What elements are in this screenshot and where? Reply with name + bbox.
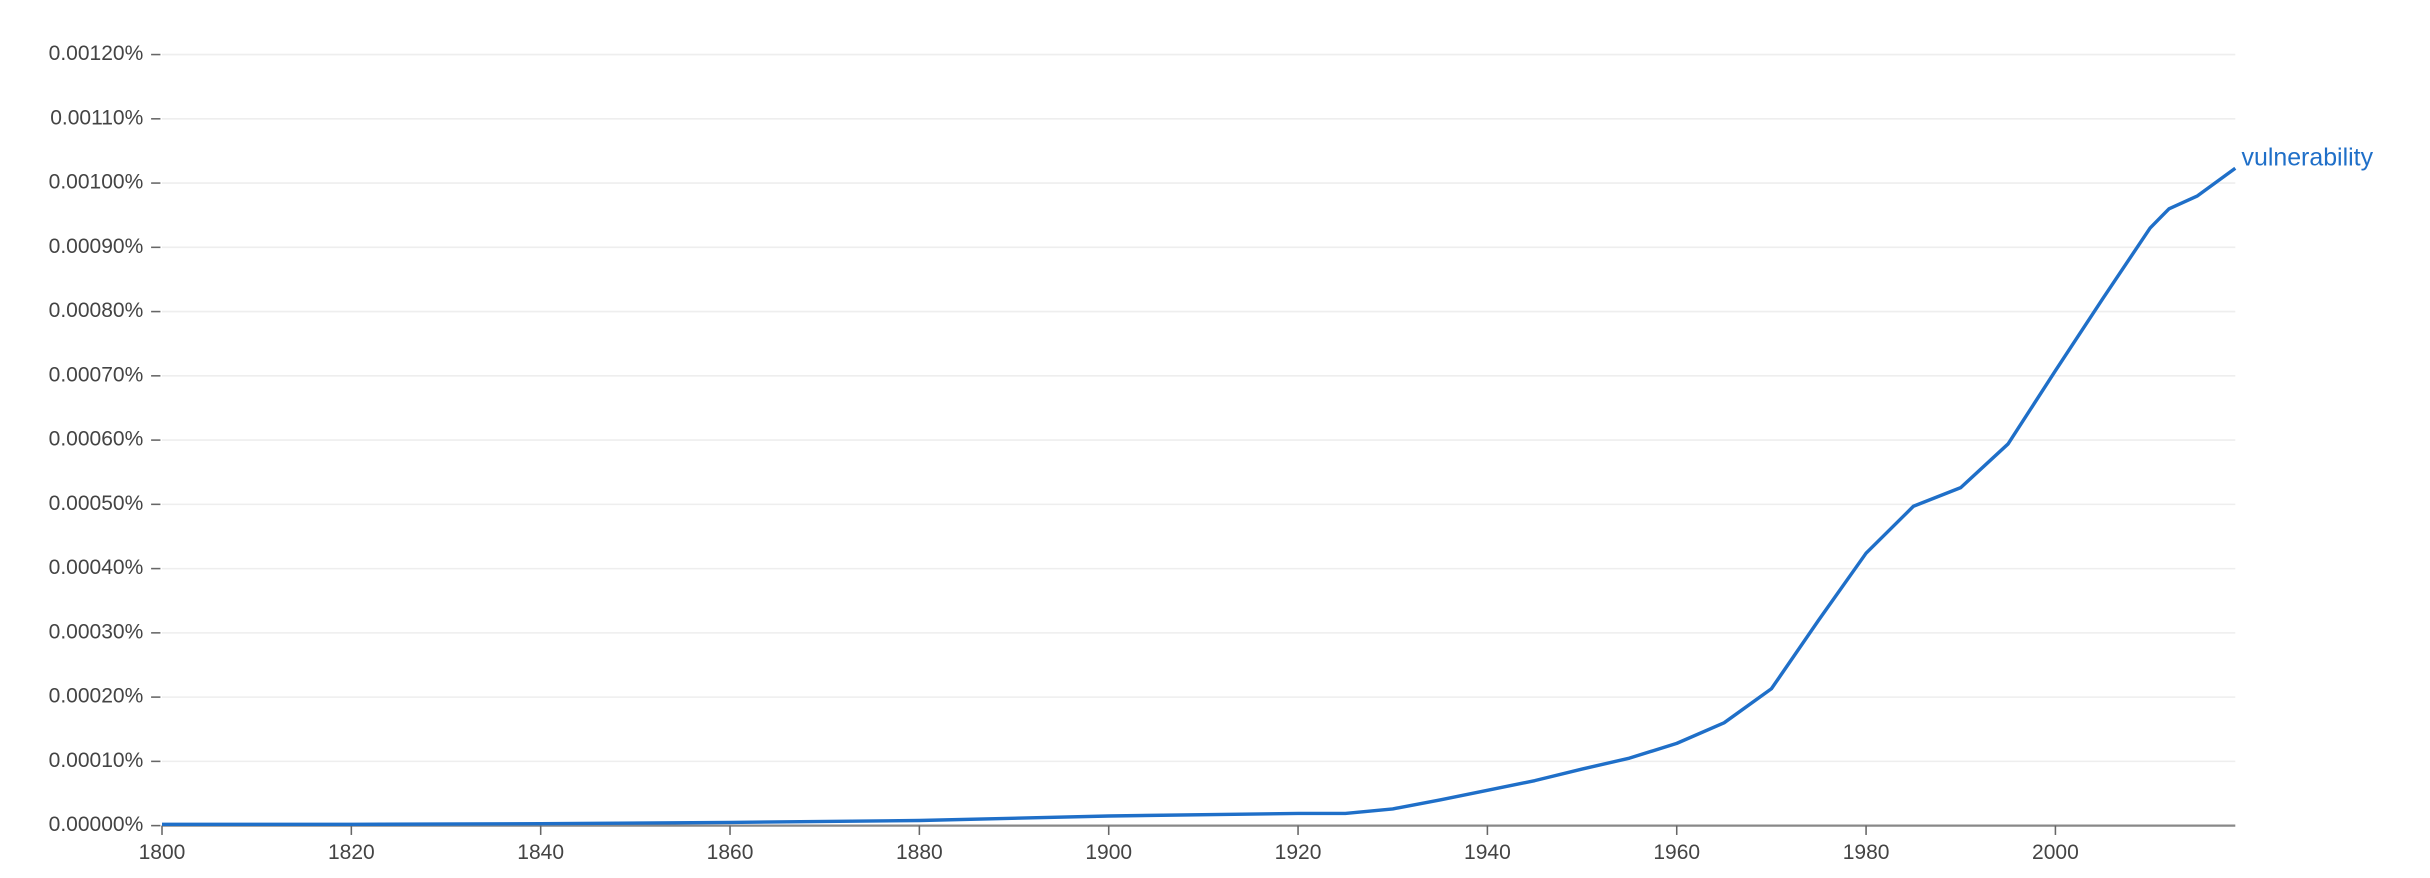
- x-tick-label: 1960: [1653, 841, 1700, 864]
- x-tick-label: 2000: [2032, 841, 2079, 864]
- x-tick-label: 1920: [1275, 841, 1322, 864]
- line-series: [162, 166, 2237, 827]
- y-tick-label: 0.00060%: [49, 428, 144, 451]
- x-tick-label: 1860: [707, 841, 754, 864]
- y-tick-label: 0.00120%: [49, 42, 144, 65]
- x-tick-label: 1840: [517, 841, 564, 864]
- y-tick-label: 0.00050%: [49, 492, 144, 515]
- y-tick-label: 0.00090%: [49, 235, 144, 258]
- series-label: vulnerability: [2242, 144, 2374, 172]
- y-tick-label: 0.00030%: [49, 620, 144, 643]
- x-tick-label: 1940: [1464, 841, 1511, 864]
- y-tick-label: 0.00010%: [49, 749, 144, 772]
- y-tick-label: 0.00040%: [49, 556, 144, 579]
- x-tick-label: 1980: [1843, 841, 1890, 864]
- x-tick-label: 1900: [1085, 841, 1132, 864]
- x-tick-label: 1880: [896, 841, 943, 864]
- y-tick-label: 0.00080%: [49, 299, 144, 322]
- y-tick-label: 0.00100%: [49, 171, 144, 194]
- y-tick-label: 0.00070%: [49, 363, 144, 386]
- x-tick-label: 1820: [328, 841, 375, 864]
- y-tick-label: 0.00000%: [49, 813, 144, 836]
- y-tick-label: 0.00110%: [50, 106, 143, 129]
- x-tick-label: 1800: [139, 841, 186, 864]
- y-tick-label: 0.00020%: [49, 685, 144, 708]
